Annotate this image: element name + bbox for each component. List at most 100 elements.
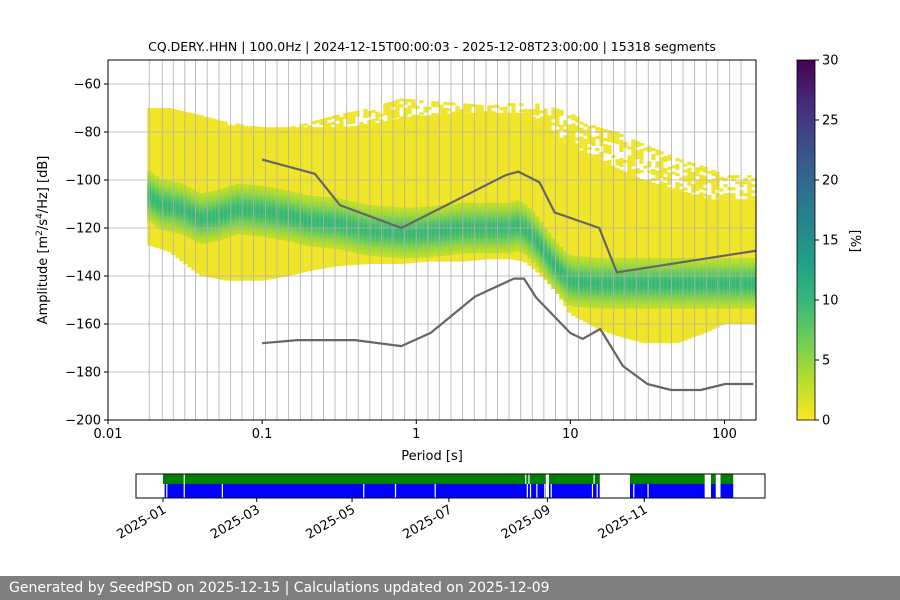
- heatmap-cell: [435, 113, 440, 117]
- mode-cell: [483, 243, 488, 247]
- mode-cell: [447, 230, 452, 234]
- mode-cell: [371, 243, 376, 247]
- mode-cell: [303, 228, 308, 232]
- heatmap-cell: [747, 181, 752, 185]
- mode-cell: [327, 211, 332, 215]
- mode-cell: [183, 223, 188, 227]
- mode-cell: [191, 227, 196, 231]
- mode-cell: [647, 289, 652, 292]
- mode-cell: [371, 229, 376, 233]
- mode-cell: [719, 272, 724, 276]
- heatmap-cell: [375, 117, 380, 121]
- mode-cell: [579, 280, 584, 284]
- mode-cell: [527, 253, 532, 257]
- mode-cell: [279, 237, 284, 240]
- heatmap-cell: [567, 133, 572, 137]
- mode-cell: [747, 303, 752, 307]
- heatmap-column: [487, 112, 492, 260]
- mode-cell: [359, 222, 364, 226]
- mode-cell: [719, 289, 724, 292]
- mode-cell: [483, 212, 488, 216]
- mode-cell: [339, 213, 344, 217]
- heatmap-cell: [635, 153, 640, 157]
- mode-cell: [371, 241, 376, 245]
- mode-cell: [463, 241, 468, 244]
- mode-cell: [307, 229, 312, 232]
- mode-cell: [267, 211, 272, 214]
- mode-cell: [155, 217, 160, 220]
- mode-cell: [311, 244, 316, 247]
- mode-cell: [471, 214, 476, 218]
- mode-cell: [403, 236, 408, 239]
- mode-cell: [207, 239, 212, 243]
- mode-cell: [675, 291, 680, 295]
- mode-cell: [747, 301, 752, 304]
- mode-cell: [223, 218, 228, 222]
- mode-cell: [471, 209, 476, 213]
- heatmap-cell: [663, 171, 668, 174]
- mode-cell: [427, 228, 432, 231]
- mode-cell: [711, 305, 716, 309]
- mode-cell: [319, 199, 324, 202]
- mode-cell: [203, 226, 208, 229]
- mode-cell: [599, 303, 604, 307]
- mode-cell: [211, 195, 216, 199]
- heatmap-cell: [335, 117, 340, 121]
- heatmap-cell: [363, 109, 368, 112]
- heatmap-cell: [475, 104, 480, 108]
- mode-cell: [703, 260, 708, 264]
- y-tick-label: −200: [65, 414, 101, 429]
- heatmap-cell: [627, 170, 632, 174]
- mode-cell: [511, 237, 516, 241]
- heatmap-cell: [659, 181, 664, 185]
- mode-cell: [639, 277, 644, 280]
- mode-cell: [235, 200, 240, 204]
- mode-cell: [219, 215, 224, 219]
- mode-cell: [743, 296, 748, 300]
- mode-cell: [459, 207, 464, 211]
- mode-cell: [411, 234, 416, 237]
- mode-cell: [463, 250, 468, 254]
- mode-cell: [547, 244, 552, 248]
- mode-cell: [279, 208, 284, 212]
- mode-cell: [375, 236, 380, 240]
- mode-cell: [347, 232, 352, 235]
- mode-cell: [647, 272, 652, 276]
- mode-cell: [267, 213, 272, 217]
- mode-cell: [155, 207, 160, 211]
- mode-cell: [411, 209, 416, 213]
- mode-cell: [567, 268, 572, 272]
- mode-cell: [279, 194, 284, 197]
- mode-cell: [271, 207, 276, 210]
- blue-availability-segment: [720, 484, 734, 498]
- mode-cell: [223, 202, 228, 205]
- mode-cell: [527, 215, 532, 218]
- heatmap-cell: [535, 106, 540, 110]
- mode-cell: [383, 213, 388, 217]
- mode-cell: [719, 298, 724, 302]
- mode-cell: [567, 290, 572, 294]
- heatmap-cell: [615, 162, 620, 166]
- mode-cell: [207, 199, 212, 202]
- mode-cell: [555, 283, 560, 287]
- mode-cell: [443, 236, 448, 239]
- mode-cell: [395, 248, 400, 251]
- heatmap-cell: [407, 99, 412, 103]
- mode-cell: [231, 213, 236, 217]
- heatmap-cell: [323, 117, 328, 121]
- mode-cell: [479, 238, 484, 242]
- mode-cell: [191, 235, 196, 238]
- mode-cell: [535, 252, 540, 255]
- heatmap-cell: [619, 161, 624, 164]
- mode-cell: [459, 246, 464, 249]
- heatmap-cell: [699, 165, 704, 169]
- mode-cell: [695, 301, 700, 304]
- mode-cell: [511, 213, 516, 217]
- mode-cell: [247, 189, 252, 193]
- mode-cell: [411, 241, 416, 244]
- mode-cell: [511, 249, 516, 253]
- mode-cell: [383, 230, 388, 233]
- mode-cell: [639, 291, 644, 295]
- heatmap-cell: [463, 103, 468, 107]
- mode-cell: [659, 305, 664, 309]
